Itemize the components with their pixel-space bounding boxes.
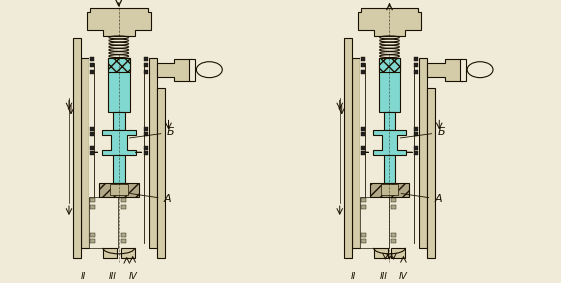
Bar <box>89 58 149 248</box>
Bar <box>361 127 365 131</box>
Polygon shape <box>157 59 191 81</box>
Bar <box>113 155 125 183</box>
Bar <box>121 248 135 258</box>
Bar <box>103 248 117 258</box>
Bar <box>90 233 95 237</box>
Bar <box>190 59 195 81</box>
Bar <box>121 205 126 209</box>
Text: IV: IV <box>399 272 408 281</box>
Bar <box>144 70 148 74</box>
Polygon shape <box>87 8 150 36</box>
Bar <box>360 197 389 248</box>
Bar <box>392 205 397 209</box>
Polygon shape <box>427 59 462 81</box>
Text: III: III <box>109 272 117 281</box>
Bar <box>379 58 401 112</box>
Bar <box>415 70 419 74</box>
Ellipse shape <box>196 62 222 78</box>
Bar <box>392 233 397 237</box>
Bar <box>352 58 360 248</box>
Bar <box>361 198 366 202</box>
Bar <box>149 58 157 248</box>
Bar <box>374 248 388 258</box>
Bar <box>157 88 164 258</box>
Bar <box>370 183 410 197</box>
Bar <box>90 127 94 131</box>
Bar <box>90 70 94 74</box>
Bar <box>144 63 148 67</box>
Bar <box>99 183 139 197</box>
Bar <box>90 146 94 150</box>
Bar <box>415 151 419 155</box>
Bar <box>392 239 397 243</box>
Bar <box>90 198 95 202</box>
Bar <box>392 198 397 202</box>
Bar <box>121 233 126 237</box>
Bar <box>108 58 130 72</box>
Text: IV: IV <box>128 272 137 281</box>
Text: Б: Б <box>130 127 174 138</box>
Bar <box>361 233 366 237</box>
Bar <box>144 151 148 155</box>
Bar <box>144 146 148 150</box>
Bar <box>361 205 366 209</box>
Bar <box>384 112 396 130</box>
Bar <box>380 184 398 195</box>
Bar <box>108 58 130 112</box>
Text: А: А <box>131 194 171 204</box>
Bar <box>361 239 366 243</box>
Bar <box>415 127 419 131</box>
Bar <box>73 38 81 258</box>
Bar <box>427 88 435 258</box>
Bar <box>344 38 352 258</box>
Polygon shape <box>373 130 406 155</box>
Bar <box>144 57 148 61</box>
Text: II: II <box>351 272 356 281</box>
Bar <box>415 146 419 150</box>
Bar <box>360 58 420 248</box>
Bar <box>361 146 365 150</box>
Polygon shape <box>358 8 421 36</box>
Bar <box>144 127 148 131</box>
Bar <box>121 198 126 202</box>
Bar <box>361 70 365 74</box>
Bar <box>420 58 427 248</box>
Text: III: III <box>380 272 388 281</box>
Bar <box>90 57 94 61</box>
Text: Б: Б <box>400 127 445 138</box>
Bar <box>90 205 95 209</box>
Bar <box>460 59 466 81</box>
Bar <box>415 63 419 67</box>
Bar <box>90 63 94 67</box>
Bar <box>384 155 396 183</box>
Bar <box>90 239 95 243</box>
Bar <box>361 63 365 67</box>
Bar <box>392 248 406 258</box>
Text: А: А <box>401 194 442 204</box>
Polygon shape <box>102 130 136 155</box>
Bar <box>90 151 94 155</box>
Ellipse shape <box>467 62 493 78</box>
Bar <box>415 132 419 136</box>
Bar <box>110 184 128 195</box>
Bar <box>113 112 125 130</box>
Bar <box>361 151 365 155</box>
Bar <box>89 197 118 248</box>
Bar <box>121 239 126 243</box>
Bar <box>379 58 401 72</box>
Bar <box>81 58 89 248</box>
Bar <box>361 132 365 136</box>
Bar <box>144 132 148 136</box>
Bar <box>90 132 94 136</box>
Text: II: II <box>80 272 85 281</box>
Bar <box>415 57 419 61</box>
Bar <box>361 57 365 61</box>
